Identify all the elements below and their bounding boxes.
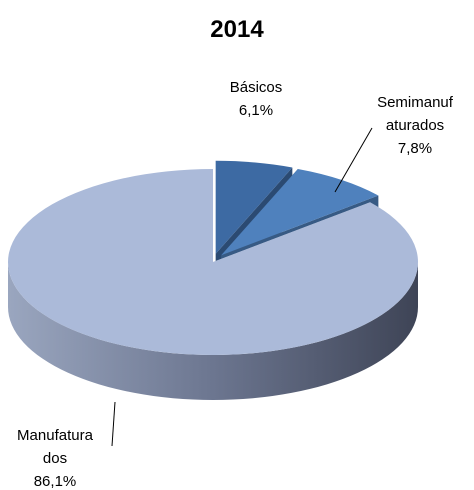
leader-line: [334, 127, 373, 193]
slice-label: Manufaturados 86,1%: [14, 424, 96, 490]
slice: [221, 168, 379, 256]
category-label: Básicos: [229, 79, 283, 96]
slice-wall: [8, 262, 418, 400]
slice-label: Semimanufaturados 7,8%: [376, 91, 454, 160]
slice: [7, 169, 418, 355]
slice: [215, 160, 293, 254]
value-label: 7,8%: [397, 140, 433, 157]
leader-line: [111, 401, 116, 447]
value-label: 6,1%: [238, 102, 274, 119]
category-label: Semimanufaturados: [377, 94, 453, 134]
category-label: Manufaturados: [17, 427, 93, 467]
value-label: 86,1%: [33, 473, 77, 490]
slice-label: Básicos 6,1%: [210, 76, 302, 122]
chart-title: 2014: [210, 16, 264, 43]
